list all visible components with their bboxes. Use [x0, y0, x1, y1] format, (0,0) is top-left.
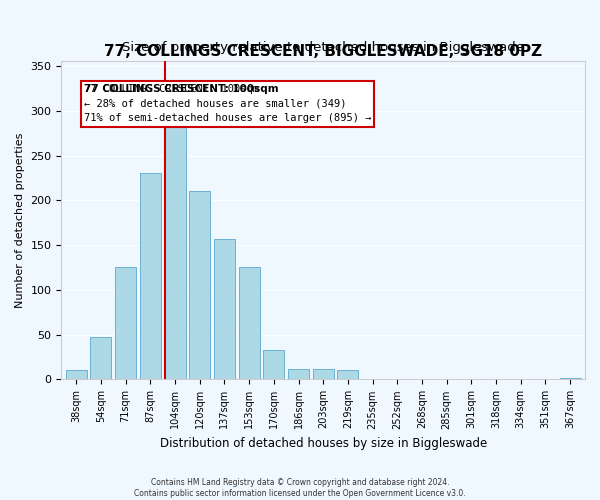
Bar [115, 266, 136, 380]
Bar [313, 368, 334, 380]
Bar [239, 268, 260, 380]
Y-axis label: Number of detached properties: Number of detached properties [15, 133, 25, 308]
Bar [337, 370, 358, 380]
Bar [164, 126, 185, 380]
Bar [140, 172, 161, 380]
Text: Size of property relative to detached houses in Biggleswade: Size of property relative to detached ho… [122, 42, 524, 54]
Bar [288, 368, 309, 380]
X-axis label: Distribution of detached houses by size in Biggleswade: Distribution of detached houses by size … [160, 437, 487, 450]
Bar [560, 378, 581, 380]
Text: 77 COLLINGS CRESCENT: 100sqm: 77 COLLINGS CRESCENT: 100sqm [83, 84, 278, 94]
Bar [263, 350, 284, 380]
Bar [214, 239, 235, 380]
Bar [91, 338, 112, 380]
Title: 77, COLLINGS CRESCENT, BIGGLESWADE, SG18 0PZ: 77, COLLINGS CRESCENT, BIGGLESWADE, SG18… [104, 44, 542, 59]
Text: Contains HM Land Registry data © Crown copyright and database right 2024.
Contai: Contains HM Land Registry data © Crown c… [134, 478, 466, 498]
Bar [189, 192, 210, 380]
Bar [66, 370, 87, 380]
Text: 77 COLLINGS CRESCENT: 100sqm
← 28% of detached houses are smaller (349)
71% of s: 77 COLLINGS CRESCENT: 100sqm ← 28% of de… [83, 84, 371, 124]
